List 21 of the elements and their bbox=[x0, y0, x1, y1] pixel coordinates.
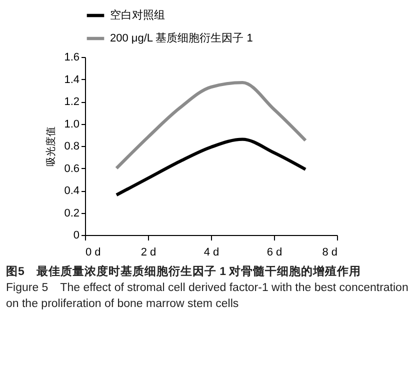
line-series bbox=[114, 138, 308, 197]
x-tick-label: 4 d bbox=[204, 246, 220, 258]
line-series bbox=[114, 80, 308, 170]
caption: 图5 最佳质量浓度时基质细胞衍生因子 1 对骨髓干细胞的增殖作用 bbox=[6, 264, 362, 280]
x-tick-label: 2 d bbox=[140, 246, 156, 258]
y-tick-label: 0.4 bbox=[64, 185, 80, 197]
caption: Figure 5 The effect of stromal cell derived factor-1 with the best concentration on the proliferation of bone marrow stem cells bbox=[6, 281, 410, 312]
x-tick-label: 6 d bbox=[266, 246, 282, 258]
y-tick-label: 1.2 bbox=[64, 96, 80, 108]
x-tick-label: 8 d bbox=[322, 246, 338, 258]
y-tick-label: 1.6 bbox=[64, 52, 80, 64]
y-tick-label: 0.8 bbox=[64, 140, 80, 152]
x-tick-label: 0 d bbox=[86, 246, 101, 258]
y-tick-label: 0.6 bbox=[64, 162, 80, 175]
legend-label: 空白对照组 bbox=[110, 8, 165, 22]
y-tick-label: 0.2 bbox=[64, 207, 80, 220]
y-tick-label: 0 bbox=[73, 230, 80, 242]
y-tick-label: 1.0 bbox=[64, 118, 80, 130]
legend-label: 200 μg/L 基质细胞衍生因子 1 bbox=[110, 32, 253, 44]
y-tick-label: 1.4 bbox=[64, 74, 80, 86]
y-axis-title: 吸光度值 bbox=[45, 126, 58, 166]
